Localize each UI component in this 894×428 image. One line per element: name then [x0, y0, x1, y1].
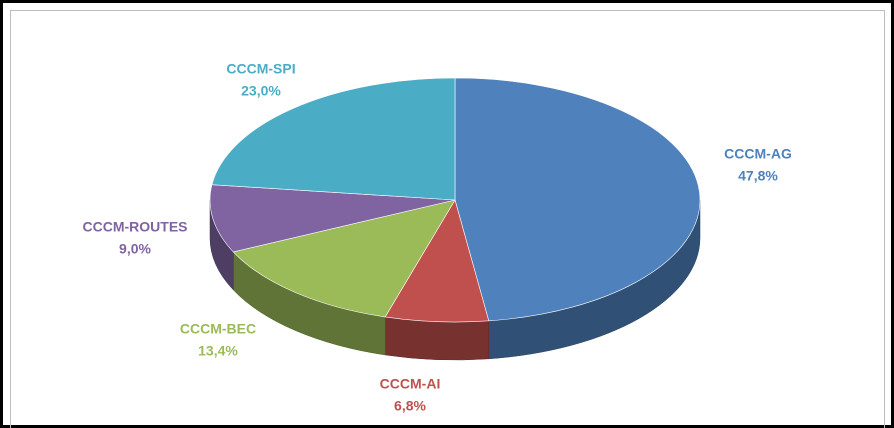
slice-label-value: 13,4% — [198, 343, 238, 359]
slice — [209, 184, 456, 253]
slice — [232, 199, 456, 318]
slice-label-value: 23,0% — [241, 83, 281, 99]
slice-label-value: 9,0% — [119, 241, 151, 257]
slice-side — [384, 316, 490, 361]
slice — [384, 199, 490, 323]
slice-label-value: 6,8% — [394, 398, 426, 414]
slice — [211, 77, 456, 201]
slice-label-value: 47,8% — [738, 168, 778, 184]
slice — [454, 77, 701, 322]
slice-label-name: CCCM-BEC — [180, 321, 256, 337]
slice-label-name: CCCM-AI — [380, 376, 441, 392]
slice-label-name: CCCM-ROUTES — [83, 219, 188, 235]
slice-label-name: CCCM-AG — [724, 146, 792, 162]
chart-area — [10, 10, 885, 428]
slice-label-name: CCCM-SPI — [226, 61, 295, 77]
